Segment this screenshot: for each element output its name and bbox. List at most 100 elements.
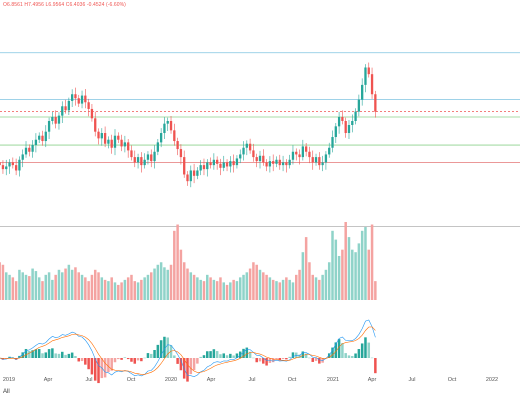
volume-bar (47, 272, 51, 300)
candle-body (258, 155, 262, 162)
candle-body (107, 139, 110, 144)
candle-body (97, 131, 100, 139)
volume-bar (288, 279, 291, 300)
candle-body (14, 165, 18, 171)
volume-bar (103, 279, 107, 300)
candle-body (169, 120, 173, 131)
macd-histogram-bar (47, 349, 51, 358)
candle-body (268, 161, 272, 167)
macd-histogram-bar (232, 355, 235, 358)
volume-bar (140, 279, 143, 300)
macd-histogram-bar (107, 358, 110, 373)
macd-histogram-bar (278, 358, 282, 361)
macd-histogram-bar (28, 350, 31, 358)
candle-body (143, 159, 146, 166)
macd-histogram-bar (90, 358, 94, 375)
candle-body (281, 162, 285, 166)
candle-body (334, 126, 337, 138)
volume-bar (324, 269, 328, 300)
volume-bar (360, 230, 364, 300)
macd-histogram-bar (347, 355, 351, 358)
volume-bar (97, 272, 100, 300)
macd-histogram-bar (311, 358, 314, 362)
macd-histogram-bar (113, 358, 117, 363)
volume-bar (133, 281, 137, 300)
volume-bar (192, 274, 196, 300)
macd-histogram-bar (77, 358, 80, 362)
candle-body (252, 150, 255, 158)
volume-bar (70, 269, 74, 300)
macd-histogram-bar (130, 358, 133, 362)
candle-body (110, 139, 113, 148)
macd-histogram-bar (271, 358, 275, 363)
candle-body (248, 143, 252, 151)
volume-bar (265, 274, 268, 300)
macd-histogram-bar (156, 344, 160, 358)
volume-bar (321, 274, 324, 300)
candle-body (364, 67, 367, 85)
candle-body (156, 142, 159, 152)
volume-bar (0, 262, 1, 300)
volume-bar (24, 274, 28, 300)
x-tick-label: Oct (448, 377, 457, 383)
candle-body (120, 139, 123, 147)
volume-bar (143, 277, 146, 300)
volume-bar (1, 264, 5, 300)
macd-histogram-bar (44, 352, 48, 358)
candle-body (235, 158, 239, 166)
volume-bar (278, 282, 282, 300)
volume-bar (166, 269, 169, 300)
macd-histogram-bar (54, 353, 57, 358)
macd-histogram-bar (275, 358, 278, 360)
x-tick-label: 2020 (165, 377, 177, 383)
volume-bar (199, 279, 202, 300)
macd-histogram-bar (255, 358, 258, 363)
volume-bar (354, 252, 357, 300)
volume-bar (295, 274, 298, 300)
candle-body (222, 162, 225, 168)
macd-histogram-bar (74, 356, 77, 358)
candle-body (206, 162, 209, 170)
macd-histogram-bar (206, 351, 209, 358)
x-tick-label: Jul (85, 377, 92, 383)
candle-body (245, 143, 248, 148)
macd-histogram-bar (354, 353, 357, 358)
candle-body (344, 120, 347, 134)
candle-body (57, 115, 61, 124)
macd-histogram-bar (31, 350, 34, 358)
candle-body (34, 139, 38, 146)
range-all-button[interactable]: All (3, 389, 10, 395)
candle-body (67, 100, 71, 111)
macd-histogram-bar (103, 358, 107, 378)
candle-body (11, 162, 14, 166)
x-tick-label: Apr (44, 377, 53, 383)
volume-bar (117, 284, 120, 300)
macd-histogram-bar (285, 358, 288, 360)
candle-body (100, 133, 103, 139)
candle-body (41, 135, 44, 142)
macd-histogram-bar (37, 349, 41, 358)
ohlc-readout: O6.8561 H7.4956 L6.9564 C6.4036 -0.4524 … (3, 2, 126, 8)
candle-body (87, 102, 90, 109)
volume-bar (31, 268, 34, 300)
volume-bar (285, 277, 288, 300)
volume-bar (298, 269, 301, 300)
candle-body (61, 106, 64, 116)
volume-bar (14, 281, 18, 300)
macd-histogram-bar (64, 354, 67, 358)
candle-body (347, 125, 351, 134)
volume-bar (304, 237, 308, 300)
candle-body (351, 120, 354, 125)
candle-body (47, 120, 51, 132)
volume-bar (301, 252, 305, 300)
candle-body (311, 157, 314, 163)
candle-body (0, 162, 1, 166)
volume-bar (61, 272, 64, 300)
macd-histogram-bar (41, 353, 44, 358)
macd-histogram-bar (281, 358, 285, 360)
macd-histogram-bar (265, 358, 268, 366)
macd-histogram-bar (21, 352, 24, 358)
macd-histogram-bar (357, 349, 361, 358)
